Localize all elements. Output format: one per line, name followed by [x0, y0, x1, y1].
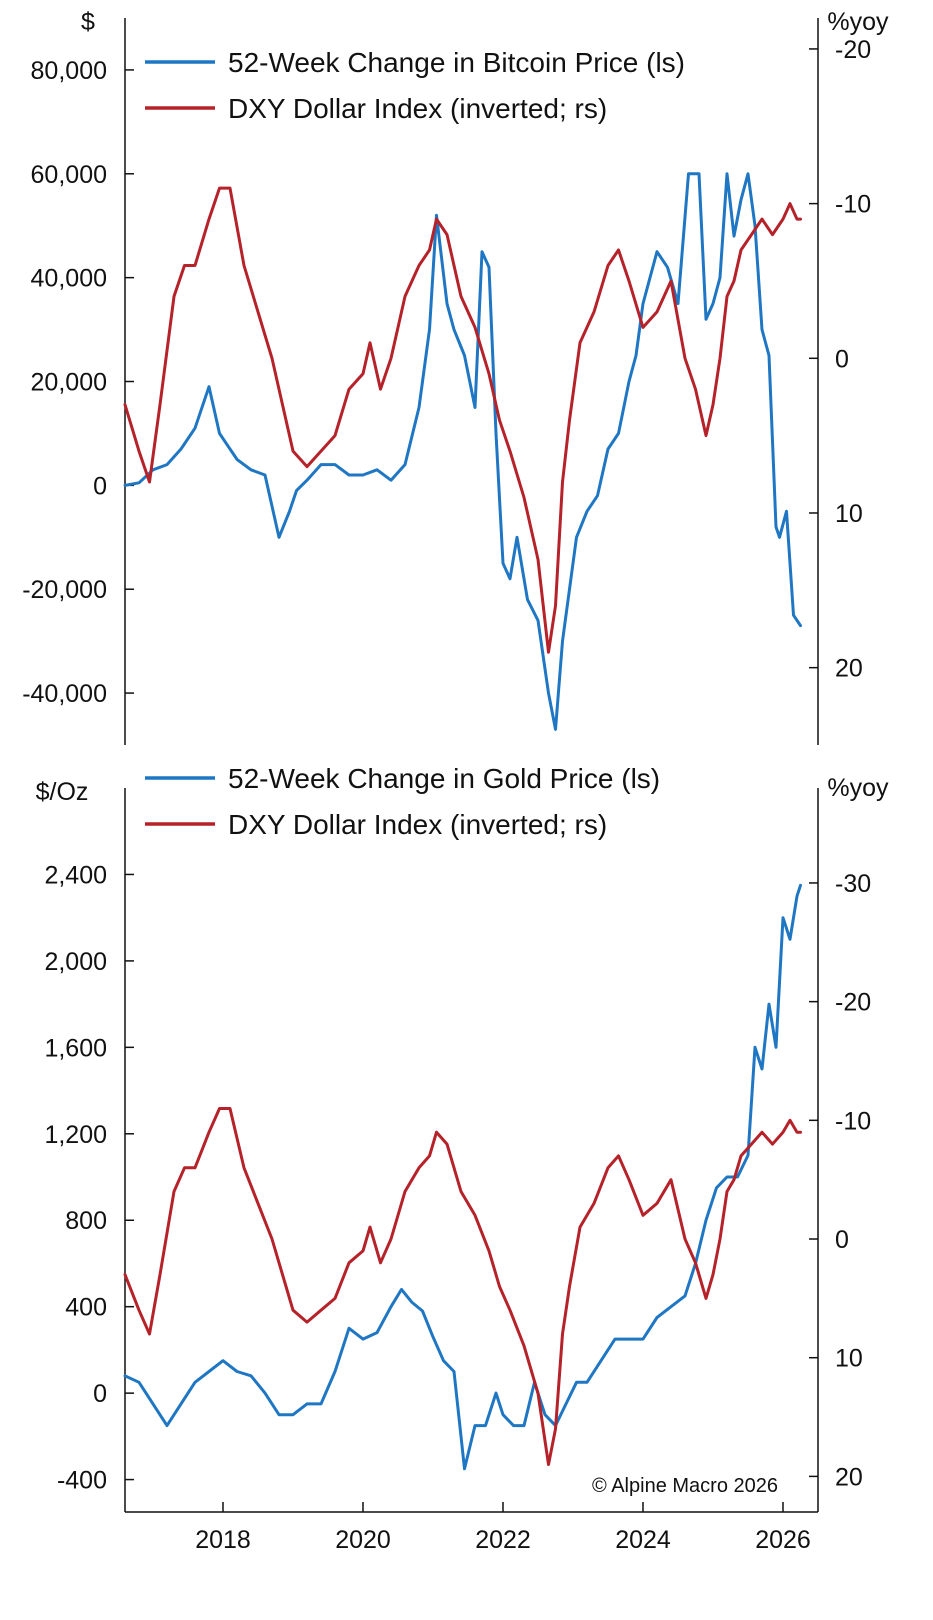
left-tick-label: -400 [57, 1467, 107, 1495]
right-tick-label: 20 [835, 655, 863, 683]
legend-label-1: DXY Dollar Index (inverted; rs) [228, 809, 607, 840]
series-line-dxy-1 [123, 1107, 802, 1466]
series-line-asset-1 [123, 883, 802, 1471]
left-tick-label: -20,000 [22, 576, 107, 604]
legend-label-0: 52-Week Change in Bitcoin Price (ls) [228, 47, 685, 78]
left-tick-label: 0 [93, 1380, 107, 1408]
copyright-annotation: © Alpine Macro 2026 [592, 1475, 778, 1497]
left-tick-label: 0 [93, 472, 107, 500]
right-tick-label: 0 [835, 345, 849, 373]
right-unit-label: %yoy [827, 8, 889, 36]
left-tick-label: 1,200 [44, 1121, 107, 1149]
x-tick-label: 2022 [475, 1526, 531, 1554]
x-tick-label: 2020 [335, 1526, 391, 1554]
left-tick-label: 400 [65, 1294, 107, 1322]
left-tick-label: 40,000 [31, 265, 107, 293]
x-tick-label: 2024 [615, 1526, 671, 1554]
right-tick-label: -30 [835, 870, 871, 898]
left-unit-label: $ [81, 8, 95, 36]
x-tick-label: 2026 [755, 1526, 811, 1554]
left-unit-label: $/Oz [36, 778, 89, 806]
left-tick-label: 80,000 [31, 57, 107, 85]
left-tick-label: 20,000 [31, 369, 107, 397]
right-tick-label: -10 [835, 1107, 871, 1135]
right-unit-label: %yoy [827, 774, 889, 802]
x-tick-label: 2018 [195, 1526, 251, 1554]
left-tick-label: 1,600 [44, 1034, 107, 1062]
right-tick-label: 20 [835, 1463, 863, 1491]
series-line-asset-0 [123, 172, 802, 731]
legend-label-0: 52-Week Change in Gold Price (ls) [228, 763, 660, 794]
left-tick-label: -40,000 [22, 680, 107, 708]
left-tick-label: 60,000 [31, 161, 107, 189]
left-tick-label: 800 [65, 1207, 107, 1235]
left-tick-label: 2,000 [44, 948, 107, 976]
series-line-dxy-0 [123, 186, 802, 654]
legend-label-1: DXY Dollar Index (inverted; rs) [228, 93, 607, 124]
right-tick-label: 10 [835, 1345, 863, 1373]
right-tick-label: -20 [835, 36, 871, 64]
right-tick-label: -20 [835, 989, 871, 1017]
left-tick-label: 2,400 [44, 861, 107, 889]
right-tick-label: 0 [835, 1226, 849, 1254]
right-tick-label: 10 [835, 500, 863, 528]
right-tick-label: -10 [835, 191, 871, 219]
